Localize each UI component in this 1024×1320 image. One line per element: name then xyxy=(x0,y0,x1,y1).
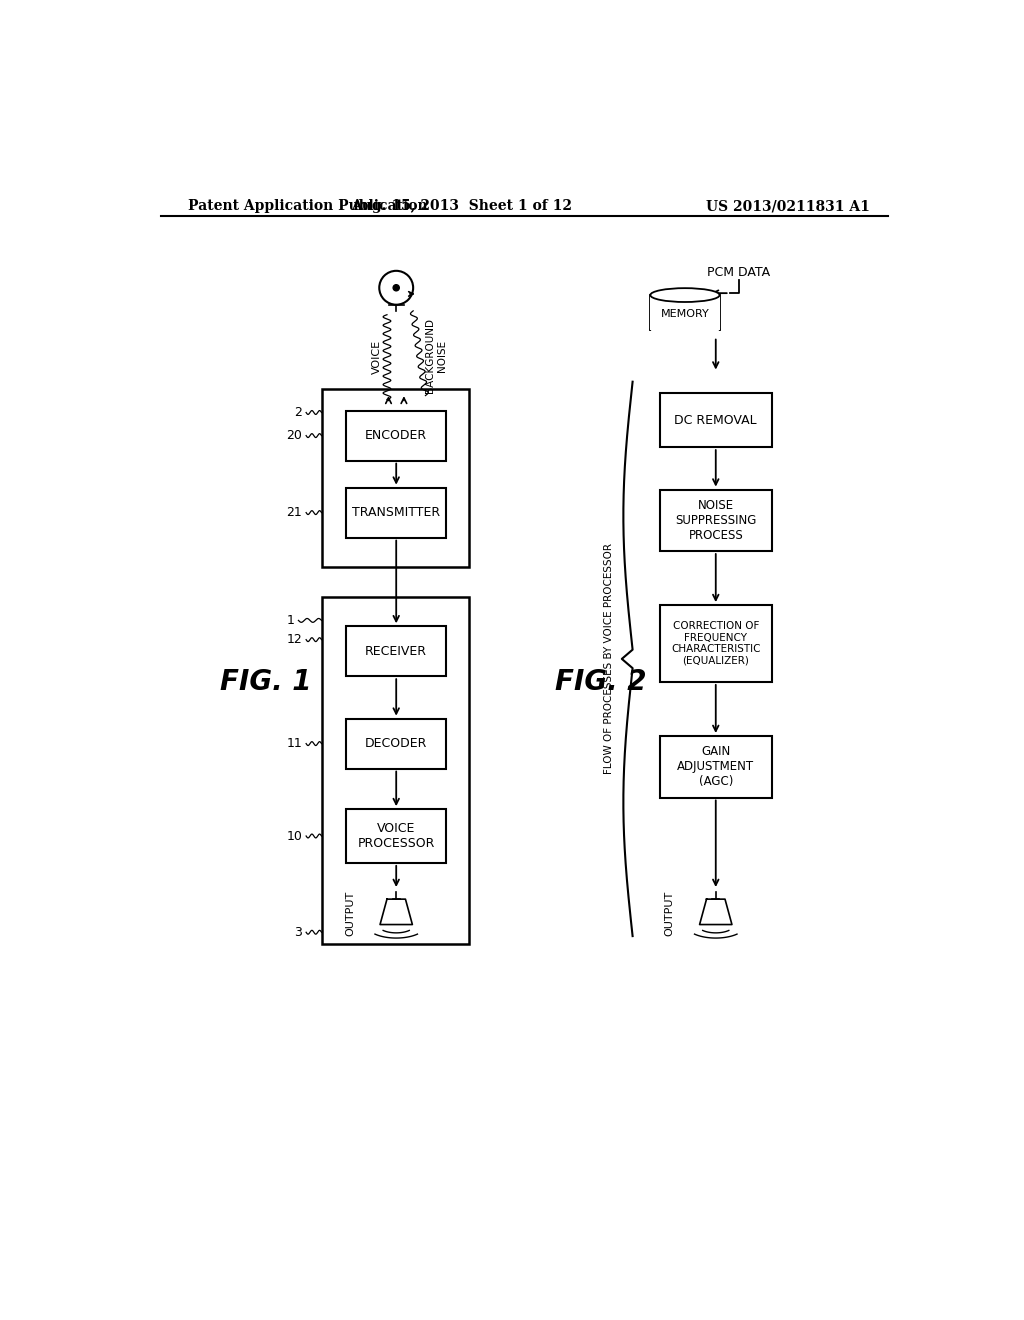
Bar xyxy=(659,737,772,797)
Text: 21: 21 xyxy=(287,506,302,519)
Text: 10: 10 xyxy=(287,829,302,842)
Text: FIG. 2: FIG. 2 xyxy=(555,668,646,696)
Text: GAIN
ADJUSTMENT
(AGC): GAIN ADJUSTMENT (AGC) xyxy=(677,746,755,788)
Text: FIG. 1: FIG. 1 xyxy=(219,668,311,696)
Text: RECEIVER: RECEIVER xyxy=(366,644,427,657)
Bar xyxy=(346,718,446,768)
Bar xyxy=(659,490,772,552)
Polygon shape xyxy=(380,899,413,924)
Bar xyxy=(650,296,720,330)
Text: 3: 3 xyxy=(294,925,302,939)
Text: 20: 20 xyxy=(287,429,302,442)
Polygon shape xyxy=(699,899,732,924)
Text: VOICE: VOICE xyxy=(372,341,382,374)
Text: DECODER: DECODER xyxy=(365,737,427,750)
Bar xyxy=(346,411,446,461)
Bar xyxy=(346,487,446,537)
Bar xyxy=(322,598,469,944)
Text: MEMORY: MEMORY xyxy=(660,309,710,319)
Text: VOICE
PROCESSOR: VOICE PROCESSOR xyxy=(357,822,435,850)
Text: Patent Application Publication: Patent Application Publication xyxy=(188,199,428,213)
Ellipse shape xyxy=(650,288,720,302)
Text: OUTPUT: OUTPUT xyxy=(345,891,355,936)
Text: 11: 11 xyxy=(287,737,302,750)
Text: US 2013/0211831 A1: US 2013/0211831 A1 xyxy=(706,199,869,213)
Text: CORRECTION OF
FREQUENCY
CHARACTERISTIC
(EQUALIZER): CORRECTION OF FREQUENCY CHARACTERISTIC (… xyxy=(671,622,761,665)
Text: OUTPUT: OUTPUT xyxy=(665,891,675,936)
Bar xyxy=(346,809,446,863)
Bar xyxy=(659,393,772,447)
Text: ENCODER: ENCODER xyxy=(366,429,427,442)
Text: 1: 1 xyxy=(287,614,295,627)
Circle shape xyxy=(393,285,399,290)
Text: BACKGROUND
NOISE: BACKGROUND NOISE xyxy=(425,318,447,393)
Text: 2: 2 xyxy=(294,407,302,418)
Bar xyxy=(659,605,772,682)
Text: NOISE
SUPPRESSING
PROCESS: NOISE SUPPRESSING PROCESS xyxy=(675,499,757,541)
Text: TRANSMITTER: TRANSMITTER xyxy=(352,506,440,519)
Text: Aug. 15, 2013  Sheet 1 of 12: Aug. 15, 2013 Sheet 1 of 12 xyxy=(351,199,572,213)
Bar xyxy=(322,389,469,566)
Text: FLOW OF PROCESSES BY VOICE PROCESSOR: FLOW OF PROCESSES BY VOICE PROCESSOR xyxy=(604,544,614,775)
Text: PCM DATA: PCM DATA xyxy=(708,265,770,279)
Bar xyxy=(346,626,446,676)
Text: DC REMOVAL: DC REMOVAL xyxy=(675,413,757,426)
Text: 12: 12 xyxy=(287,634,302,647)
